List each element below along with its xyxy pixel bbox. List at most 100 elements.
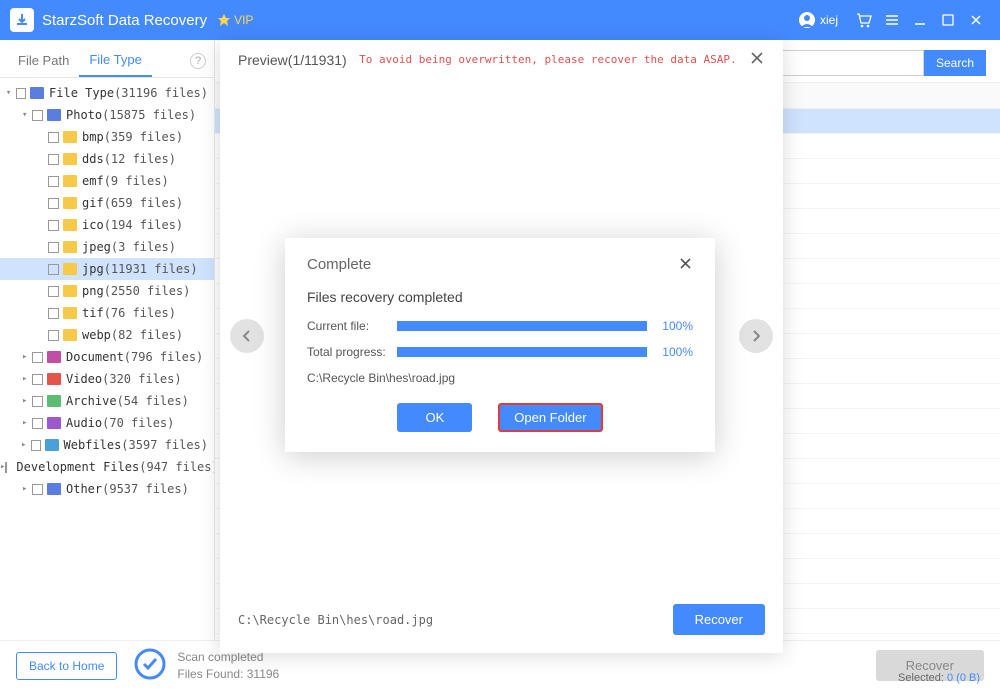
- maximize-icon[interactable]: [934, 12, 962, 28]
- preview-next-icon[interactable]: [739, 319, 773, 353]
- username: xiej: [820, 13, 838, 27]
- minimize-icon[interactable]: [906, 12, 934, 28]
- tree-node-other[interactable]: ▸Other (9537 files): [0, 478, 214, 500]
- total-progress-label: Total progress:: [307, 345, 397, 359]
- node-count: (359 files): [104, 130, 183, 144]
- expand-arrow-icon[interactable]: ▸: [21, 440, 31, 450]
- node-label: File Type: [49, 86, 114, 100]
- checkbox[interactable]: [31, 440, 42, 451]
- preview-close-icon[interactable]: [749, 50, 765, 69]
- complete-dialog: Complete Files recovery completed Curren…: [285, 238, 715, 452]
- tree-node-audio[interactable]: ▸Audio (70 files): [0, 412, 214, 434]
- tree-node-archive[interactable]: ▸Archive (54 files): [0, 390, 214, 412]
- dialog-ok-button[interactable]: OK: [397, 403, 472, 432]
- expand-arrow-icon[interactable]: ▾: [6, 88, 16, 98]
- close-icon[interactable]: [962, 12, 990, 28]
- expand-arrow-icon[interactable]: ▸: [22, 396, 32, 406]
- checkbox[interactable]: [48, 308, 59, 319]
- selected-counter: Selected: 0 (0 B): [898, 672, 980, 684]
- tree-node-webp[interactable]: webp (82 files): [0, 324, 214, 346]
- folder-icon: [63, 241, 77, 253]
- tree-node-tif[interactable]: tif (76 files): [0, 302, 214, 324]
- node-label: jpeg: [82, 240, 111, 254]
- tree-node-emf[interactable]: emf (9 files): [0, 170, 214, 192]
- tree-node-development-files[interactable]: ▸Development Files (947 files): [0, 456, 214, 478]
- vip-badge[interactable]: VIP: [217, 13, 253, 27]
- checkbox[interactable]: [32, 418, 43, 429]
- node-label: Other: [66, 482, 102, 496]
- checkbox[interactable]: [48, 176, 59, 187]
- preview-recover-button[interactable]: Recover: [673, 604, 765, 635]
- folder-icon: [63, 131, 77, 143]
- checkbox[interactable]: [16, 88, 27, 99]
- search-button[interactable]: Search: [924, 50, 986, 76]
- menu-icon[interactable]: [878, 11, 906, 29]
- selected-value: 0 (0 B): [947, 672, 980, 684]
- expand-arrow-icon[interactable]: ▸: [22, 418, 32, 428]
- dialog-open-folder-button[interactable]: Open Folder: [498, 403, 602, 432]
- tree-node-png[interactable]: png (2550 files): [0, 280, 214, 302]
- checkbox[interactable]: [48, 198, 59, 209]
- expand-arrow-icon[interactable]: ▸: [22, 484, 32, 494]
- expand-arrow-icon[interactable]: ▾: [22, 110, 32, 120]
- checkbox[interactable]: [32, 484, 43, 495]
- user-icon: [798, 11, 816, 29]
- node-count: (796 files): [124, 350, 203, 364]
- tab-file-type[interactable]: File Type: [79, 44, 152, 77]
- folder-icon: [47, 483, 61, 495]
- node-count: (2550 files): [104, 284, 191, 298]
- cart-icon[interactable]: [850, 11, 878, 29]
- tree-node-jpg[interactable]: jpg (11931 files): [0, 258, 214, 280]
- tree-node-video[interactable]: ▸Video (320 files): [0, 368, 214, 390]
- folder-icon: [63, 329, 77, 341]
- dialog-close-icon[interactable]: [678, 256, 693, 275]
- checkbox[interactable]: [48, 264, 59, 275]
- expand-arrow-icon[interactable]: ▸: [22, 374, 32, 384]
- checkbox[interactable]: [48, 220, 59, 231]
- node-count: (9 files): [104, 174, 169, 188]
- tree-node-photo[interactable]: ▾Photo (15875 files): [0, 104, 214, 126]
- expand-arrow-icon[interactable]: ▸: [22, 352, 32, 362]
- progress-total: Total progress: 100%: [307, 345, 693, 359]
- checkbox[interactable]: [32, 396, 43, 407]
- status-line2: Files Found: 31196: [177, 666, 279, 683]
- checkbox[interactable]: [32, 352, 43, 363]
- checkbox[interactable]: [32, 110, 43, 121]
- tree-node-webfiles[interactable]: ▸Webfiles (3597 files): [0, 434, 214, 456]
- folder-icon: [47, 417, 61, 429]
- folder-icon: [45, 439, 58, 451]
- preview-footer: C:\Recycle Bin\hes\road.jpg Recover: [220, 592, 783, 653]
- tree-node-bmp[interactable]: bmp (359 files): [0, 126, 214, 148]
- tree-node-file-type[interactable]: ▾File Type (31196 files): [0, 82, 214, 104]
- dialog-subtitle: Files recovery completed: [307, 289, 693, 305]
- node-count: (15875 files): [102, 108, 196, 122]
- selected-label: Selected:: [898, 672, 944, 684]
- checkbox[interactable]: [32, 374, 43, 385]
- dialog-path: C:\Recycle Bin\hes\road.jpg: [307, 371, 693, 385]
- tree-node-ico[interactable]: ico (194 files): [0, 214, 214, 236]
- checkbox[interactable]: [5, 462, 7, 473]
- node-label: Video: [66, 372, 102, 386]
- checkbox[interactable]: [48, 154, 59, 165]
- node-count: (70 files): [102, 416, 174, 430]
- tree-node-dds[interactable]: dds (12 files): [0, 148, 214, 170]
- preview-path: C:\Recycle Bin\hes\road.jpg: [238, 613, 433, 627]
- back-to-home-button[interactable]: Back to Home: [16, 652, 117, 680]
- user-account[interactable]: xiej: [798, 11, 838, 29]
- node-count: (82 files): [111, 328, 183, 342]
- checkbox[interactable]: [48, 132, 59, 143]
- tree-node-document[interactable]: ▸Document (796 files): [0, 346, 214, 368]
- node-count: (3597 files): [121, 438, 208, 452]
- folder-icon: [63, 285, 77, 297]
- tree-node-jpeg[interactable]: jpeg (3 files): [0, 236, 214, 258]
- total-progress-pct: 100%: [647, 345, 693, 359]
- tab-file-path[interactable]: File Path: [8, 45, 79, 76]
- checkbox[interactable]: [48, 286, 59, 297]
- folder-icon: [63, 263, 77, 275]
- help-icon[interactable]: ?: [190, 53, 206, 69]
- tree-node-gif[interactable]: gif (659 files): [0, 192, 214, 214]
- preview-prev-icon[interactable]: [230, 319, 264, 353]
- checkbox[interactable]: [48, 242, 59, 253]
- checkbox[interactable]: [48, 330, 59, 341]
- folder-icon: [63, 175, 77, 187]
